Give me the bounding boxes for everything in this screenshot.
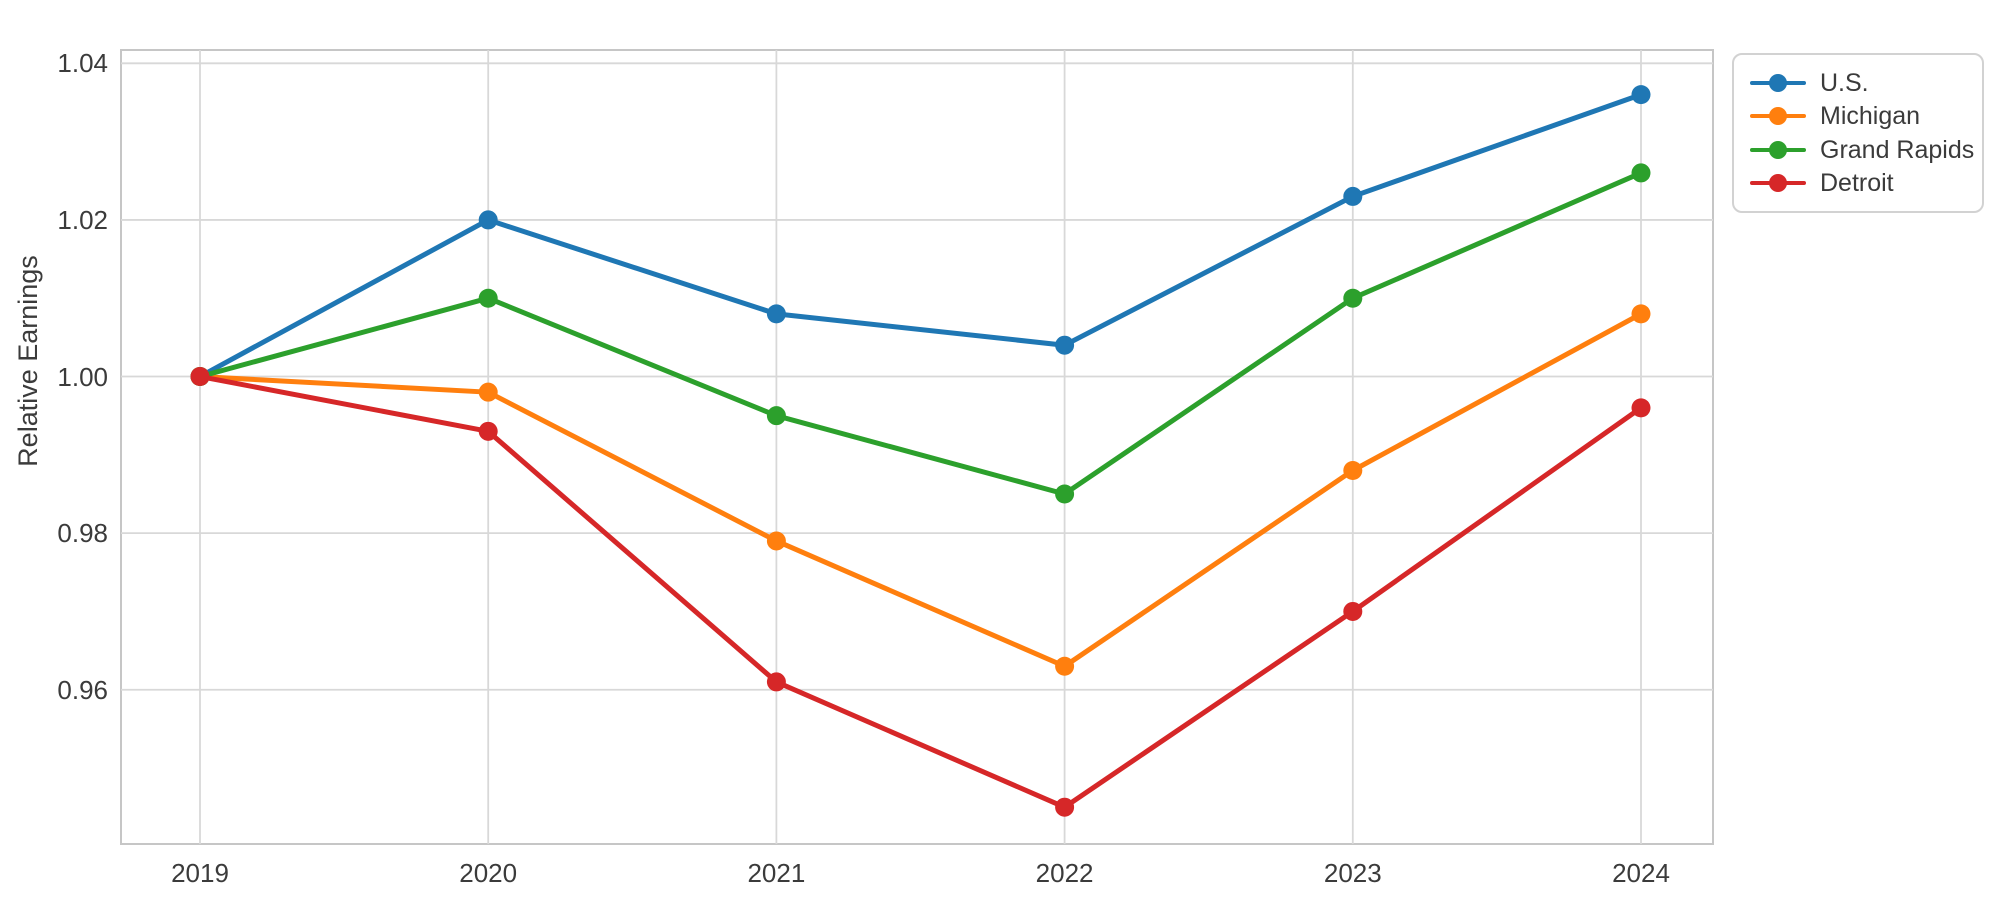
legend: U.S. Michigan Grand Rapids Detroit: [1732, 53, 1984, 213]
y-tick-label: 1.04: [57, 48, 108, 79]
x-tick-label: 2020: [459, 858, 518, 888]
legend-item-grand-rapids: Grand Rapids: [1750, 134, 1974, 166]
legend-line-marker-icon: [1750, 106, 1806, 126]
marker-u-s: [1055, 335, 1075, 355]
marker-u-s: [1631, 85, 1651, 105]
marker-u-s: [1343, 186, 1363, 206]
legend-line-marker-icon: [1750, 140, 1806, 160]
line-grand-rapids: [197, 170, 1644, 497]
marker-michigan: [478, 382, 498, 402]
marker-michigan: [1631, 304, 1651, 324]
legend-line-marker-icon: [1750, 173, 1806, 193]
y-tick-label: 0.96: [57, 674, 108, 705]
marker-grand-rapids: [1055, 484, 1075, 504]
line-u-s: [197, 92, 1644, 380]
marker-michigan: [766, 531, 786, 551]
marker-detroit: [1631, 398, 1651, 418]
line-detroit: [197, 374, 1644, 810]
marker-grand-rapids: [1343, 288, 1363, 308]
marker-u-s: [766, 304, 786, 324]
y-tick-label: 0.98: [57, 518, 108, 549]
marker-detroit: [1343, 601, 1363, 621]
marker-u-s: [478, 210, 498, 230]
y-tick-label: 1.02: [57, 204, 108, 235]
y-axis-label: Relative Earnings: [13, 255, 43, 467]
legend-line-marker-icon: [1750, 73, 1806, 93]
marker-detroit: [190, 367, 210, 387]
x-tick-label: 2019: [171, 858, 229, 888]
legend-item-detroit: Detroit: [1750, 167, 1966, 199]
marker-grand-rapids: [766, 406, 786, 426]
x-tick-label: 2024: [1612, 858, 1670, 888]
marker-michigan: [1343, 460, 1363, 480]
legend-label: Detroit: [1820, 168, 1894, 197]
legend-label: U.S.: [1820, 69, 1869, 97]
marker-detroit: [766, 672, 786, 692]
marker-grand-rapids: [1631, 163, 1651, 183]
legend-label: Michigan: [1820, 102, 1921, 131]
legend-label: Grand Rapids: [1820, 135, 1975, 164]
marker-michigan: [1055, 656, 1075, 676]
marker-detroit: [1055, 797, 1075, 817]
legend-item-michigan: Michigan: [1750, 100, 1966, 132]
line-michigan: [197, 311, 1644, 669]
marker-detroit: [478, 421, 498, 441]
x-tick-label: 2023: [1323, 858, 1382, 888]
plot-border: [120, 49, 1714, 845]
legend-item-us: U.S.: [1750, 67, 1966, 99]
x-tick-label: 2022: [1035, 858, 1094, 888]
x-tick-label: 2021: [747, 858, 806, 888]
marker-grand-rapids: [478, 288, 498, 308]
y-tick-label: 1.00: [57, 361, 108, 392]
